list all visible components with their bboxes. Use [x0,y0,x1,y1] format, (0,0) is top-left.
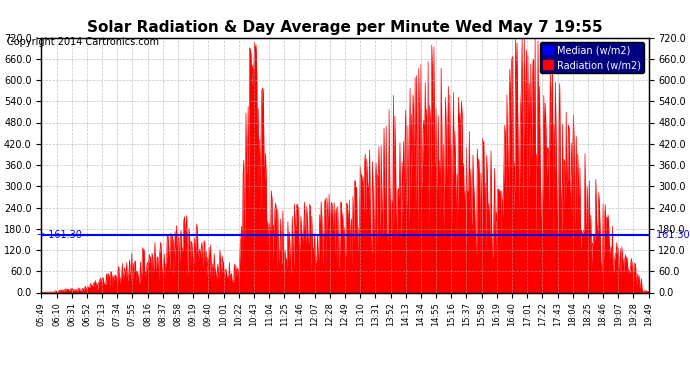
Text: 161.30 →: 161.30 → [656,230,690,240]
Text: Copyright 2014 Cartronics.com: Copyright 2014 Cartronics.com [7,37,159,47]
Title: Solar Radiation & Day Average per Minute Wed May 7 19:55: Solar Radiation & Day Average per Minute… [87,20,603,35]
Legend: Median (w/m2), Radiation (w/m2): Median (w/m2), Radiation (w/m2) [540,42,644,73]
Text: → 161.30: → 161.30 [37,230,81,240]
